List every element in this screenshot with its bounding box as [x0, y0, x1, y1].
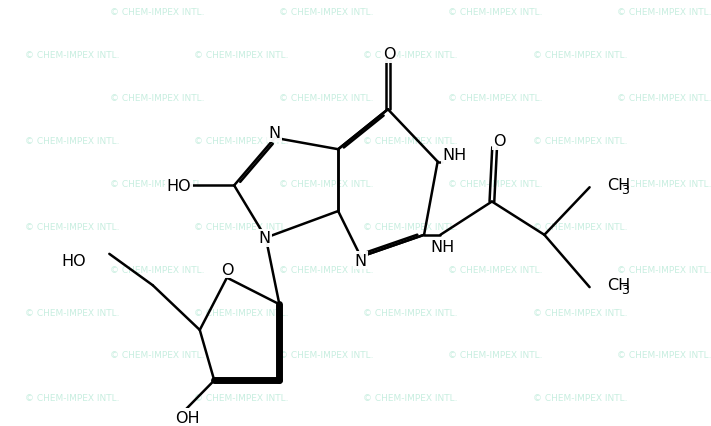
- Text: O: O: [383, 47, 396, 62]
- Text: © CHEM-IMPEX INTL.: © CHEM-IMPEX INTL.: [279, 179, 373, 188]
- Text: © CHEM-IMPEX INTL.: © CHEM-IMPEX INTL.: [109, 9, 204, 17]
- Text: © CHEM-IMPEX INTL.: © CHEM-IMPEX INTL.: [363, 222, 458, 231]
- Text: HO: HO: [166, 178, 191, 193]
- Text: © CHEM-IMPEX INTL.: © CHEM-IMPEX INTL.: [194, 51, 289, 60]
- Text: © CHEM-IMPEX INTL.: © CHEM-IMPEX INTL.: [109, 179, 204, 188]
- Text: © CHEM-IMPEX INTL.: © CHEM-IMPEX INTL.: [194, 137, 289, 146]
- Text: © CHEM-IMPEX INTL.: © CHEM-IMPEX INTL.: [279, 265, 373, 274]
- Text: © CHEM-IMPEX INTL.: © CHEM-IMPEX INTL.: [109, 94, 204, 103]
- Text: © CHEM-IMPEX INTL.: © CHEM-IMPEX INTL.: [448, 9, 542, 17]
- Text: © CHEM-IMPEX INTL.: © CHEM-IMPEX INTL.: [109, 265, 204, 274]
- Text: © CHEM-IMPEX INTL.: © CHEM-IMPEX INTL.: [363, 308, 458, 317]
- Text: © CHEM-IMPEX INTL.: © CHEM-IMPEX INTL.: [279, 9, 373, 17]
- Text: © CHEM-IMPEX INTL.: © CHEM-IMPEX INTL.: [533, 51, 627, 60]
- Text: © CHEM-IMPEX INTL.: © CHEM-IMPEX INTL.: [533, 308, 627, 317]
- Text: N: N: [269, 126, 281, 141]
- Text: © CHEM-IMPEX INTL.: © CHEM-IMPEX INTL.: [109, 351, 204, 360]
- Text: © CHEM-IMPEX INTL.: © CHEM-IMPEX INTL.: [279, 351, 373, 360]
- Text: © CHEM-IMPEX INTL.: © CHEM-IMPEX INTL.: [617, 9, 711, 17]
- Text: 3: 3: [621, 284, 629, 296]
- Text: © CHEM-IMPEX INTL.: © CHEM-IMPEX INTL.: [25, 222, 119, 231]
- Text: NH: NH: [442, 148, 466, 163]
- Text: © CHEM-IMPEX INTL.: © CHEM-IMPEX INTL.: [533, 137, 627, 146]
- Text: © CHEM-IMPEX INTL.: © CHEM-IMPEX INTL.: [194, 393, 289, 402]
- Text: © CHEM-IMPEX INTL.: © CHEM-IMPEX INTL.: [617, 179, 711, 188]
- Text: 3: 3: [621, 184, 629, 197]
- Text: N: N: [355, 253, 367, 268]
- Text: © CHEM-IMPEX INTL.: © CHEM-IMPEX INTL.: [448, 179, 542, 188]
- Text: © CHEM-IMPEX INTL.: © CHEM-IMPEX INTL.: [363, 393, 458, 402]
- Text: © CHEM-IMPEX INTL.: © CHEM-IMPEX INTL.: [533, 222, 627, 231]
- Text: O: O: [493, 134, 506, 149]
- Text: © CHEM-IMPEX INTL.: © CHEM-IMPEX INTL.: [617, 351, 711, 360]
- Text: NH: NH: [430, 239, 454, 255]
- Text: © CHEM-IMPEX INTL.: © CHEM-IMPEX INTL.: [25, 393, 119, 402]
- Text: HO: HO: [61, 253, 86, 268]
- Text: © CHEM-IMPEX INTL.: © CHEM-IMPEX INTL.: [194, 222, 289, 231]
- Text: © CHEM-IMPEX INTL.: © CHEM-IMPEX INTL.: [25, 51, 119, 60]
- Text: © CHEM-IMPEX INTL.: © CHEM-IMPEX INTL.: [617, 94, 711, 103]
- Text: © CHEM-IMPEX INTL.: © CHEM-IMPEX INTL.: [194, 308, 289, 317]
- Text: © CHEM-IMPEX INTL.: © CHEM-IMPEX INTL.: [617, 265, 711, 274]
- Text: O: O: [220, 262, 233, 277]
- Text: © CHEM-IMPEX INTL.: © CHEM-IMPEX INTL.: [448, 351, 542, 360]
- Text: © CHEM-IMPEX INTL.: © CHEM-IMPEX INTL.: [448, 94, 542, 103]
- Text: N: N: [258, 230, 270, 246]
- Text: © CHEM-IMPEX INTL.: © CHEM-IMPEX INTL.: [363, 51, 458, 60]
- Text: © CHEM-IMPEX INTL.: © CHEM-IMPEX INTL.: [25, 137, 119, 146]
- Text: CH: CH: [607, 178, 631, 193]
- Text: © CHEM-IMPEX INTL.: © CHEM-IMPEX INTL.: [279, 94, 373, 103]
- Text: © CHEM-IMPEX INTL.: © CHEM-IMPEX INTL.: [363, 137, 458, 146]
- Text: © CHEM-IMPEX INTL.: © CHEM-IMPEX INTL.: [448, 265, 542, 274]
- Text: © CHEM-IMPEX INTL.: © CHEM-IMPEX INTL.: [25, 308, 119, 317]
- Text: CH: CH: [607, 277, 631, 292]
- Text: © CHEM-IMPEX INTL.: © CHEM-IMPEX INTL.: [533, 393, 627, 402]
- Text: OH: OH: [176, 410, 200, 425]
